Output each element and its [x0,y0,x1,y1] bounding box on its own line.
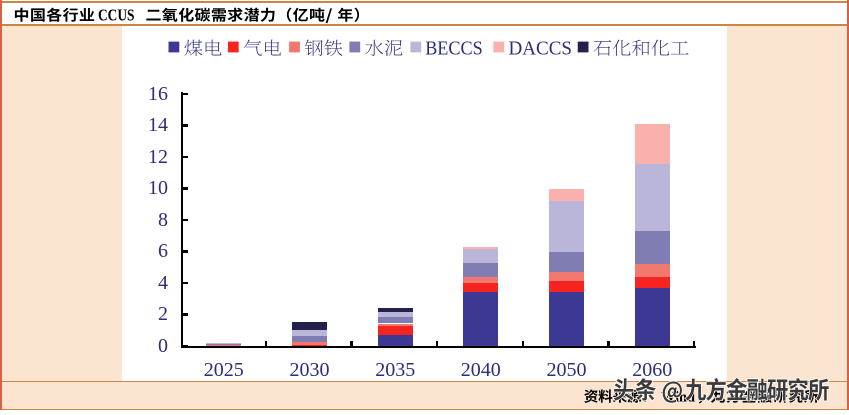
svg-text:CCUS: CCUS [98,5,135,24]
svg-text:BECCS: BECCS [425,38,483,60]
svg-text:DACCS: DACCS [509,38,573,60]
